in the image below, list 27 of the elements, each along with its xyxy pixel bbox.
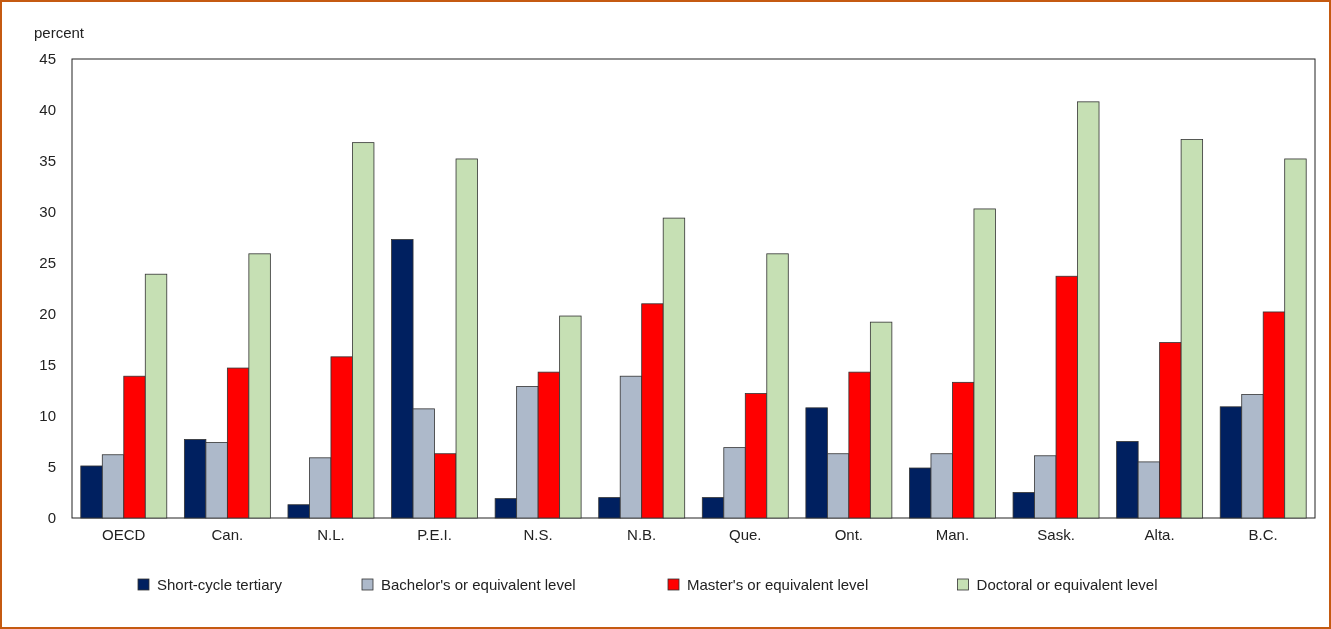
x-tick-label: N.S. xyxy=(523,526,553,543)
x-tick-label: OECD xyxy=(102,526,146,543)
x-tick-label: Man. xyxy=(935,526,970,543)
x-tick-label: Que. xyxy=(729,526,762,543)
y-tick-label: 0 xyxy=(47,509,56,527)
x-tick-label: Can. xyxy=(211,526,244,543)
y-tick-label: 10 xyxy=(39,407,56,425)
y-tick-label: 45 xyxy=(39,50,56,68)
y-tick-label: 40 xyxy=(39,101,56,119)
y-tick-label: 35 xyxy=(39,152,56,170)
y-axis-title: percent xyxy=(34,24,85,41)
legend-label: Master's or equivalent level xyxy=(687,576,869,594)
legend-label: Short-cycle tertiary xyxy=(157,576,283,594)
y-tick-label: 5 xyxy=(47,458,56,476)
x-tick-label: Alta. xyxy=(1144,526,1175,543)
x-tick-label: N.L. xyxy=(317,526,345,543)
legend-label: Doctoral or equivalent level xyxy=(976,576,1158,594)
y-tick-label: 30 xyxy=(39,203,56,221)
x-tick-label: Ont. xyxy=(834,526,864,543)
y-tick-label: 25 xyxy=(39,254,56,272)
x-tick-label: P.E.I. xyxy=(417,526,452,543)
y-tick-label: 20 xyxy=(39,305,56,323)
x-tick-label: Sask. xyxy=(1037,526,1075,543)
legend-label: Bachelor's or equivalent level xyxy=(381,576,576,594)
y-tick-label: 15 xyxy=(39,356,56,374)
x-tick-label: B.C. xyxy=(1248,526,1278,543)
x-tick-label: N.B. xyxy=(627,526,657,543)
